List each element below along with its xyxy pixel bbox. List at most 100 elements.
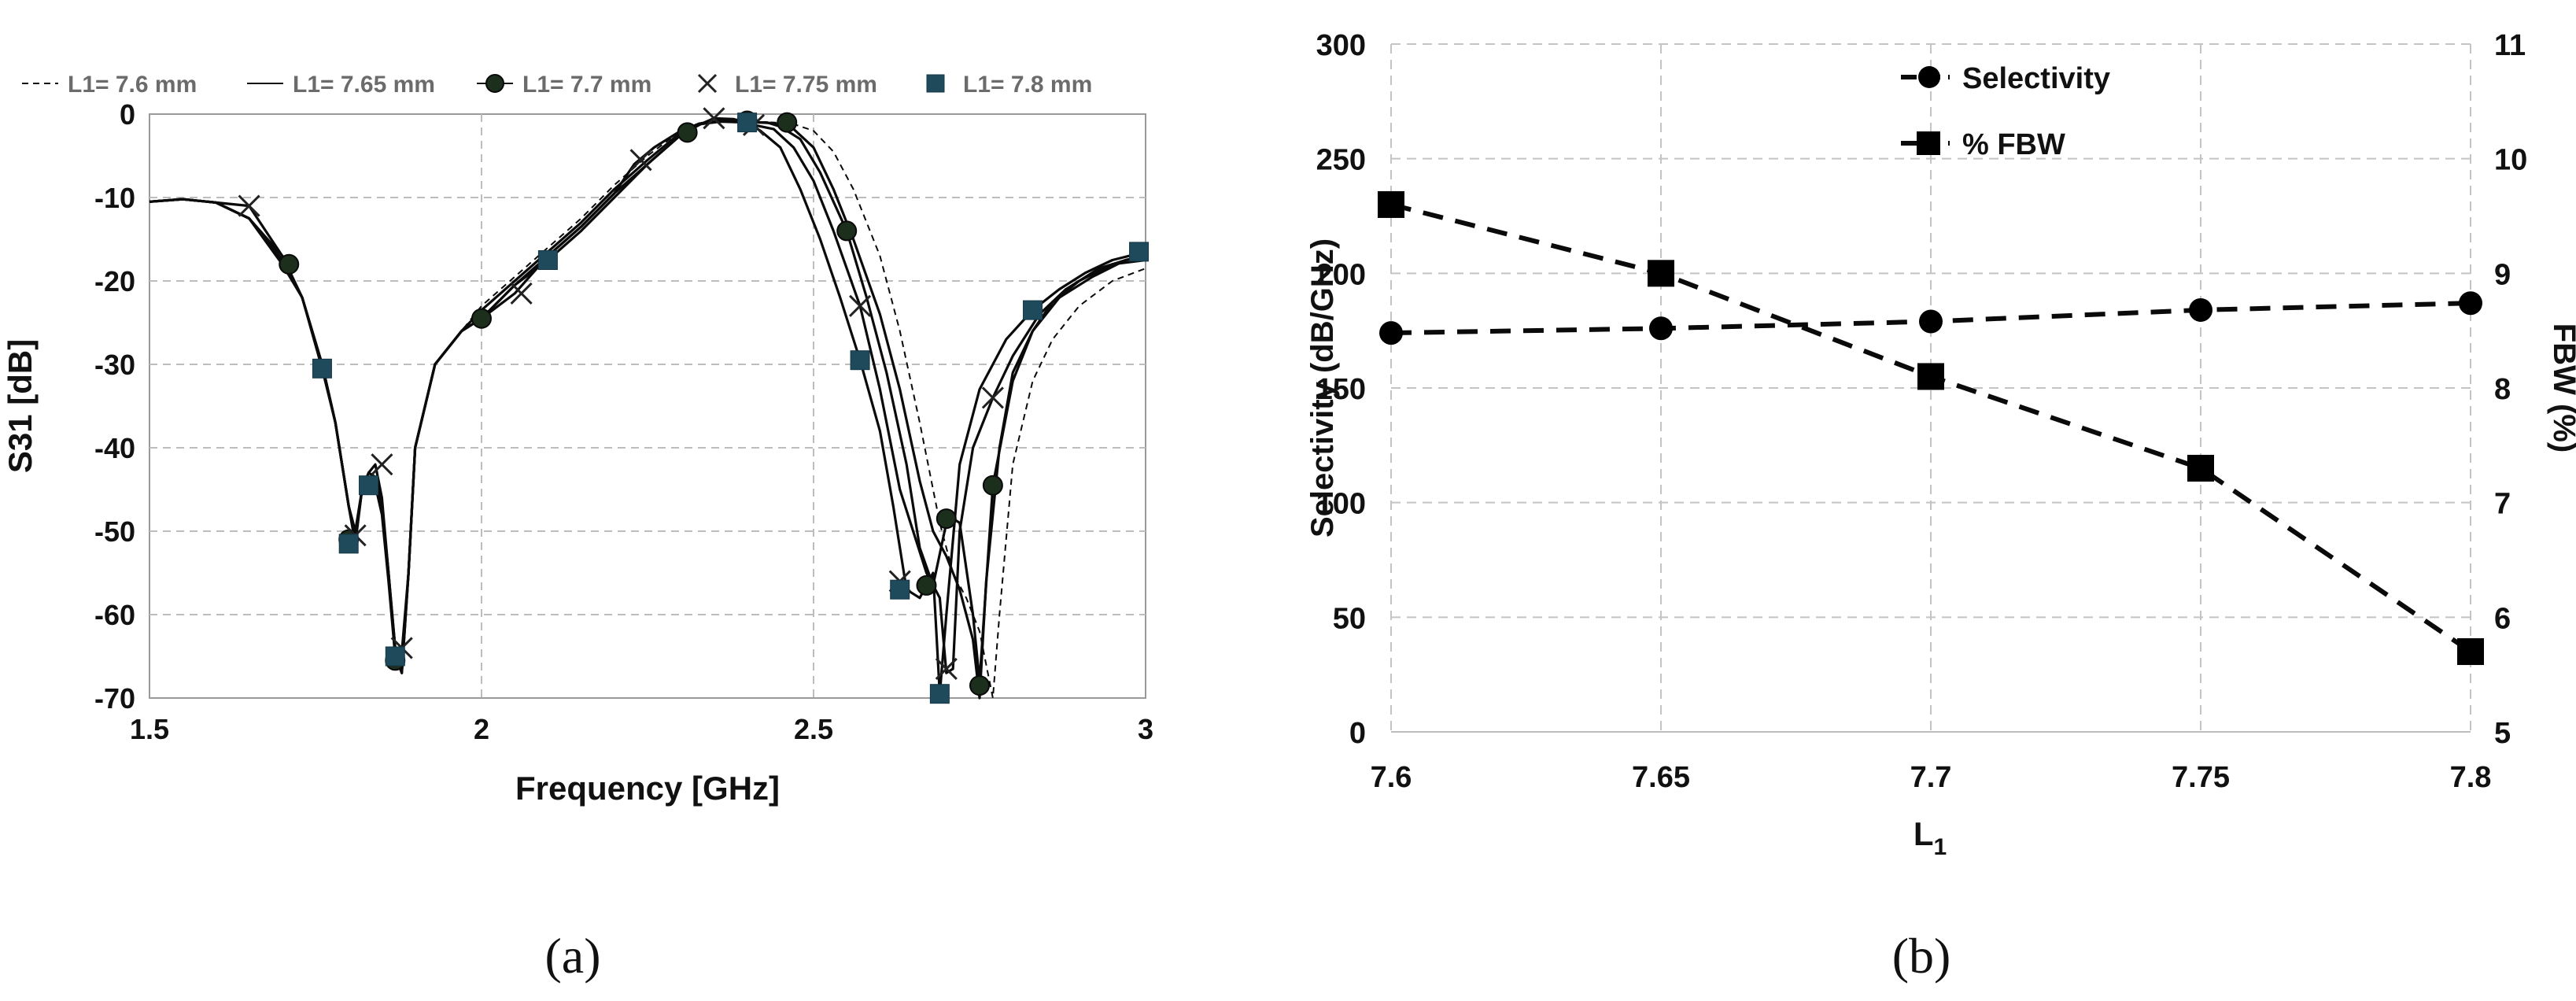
b-point-s0-2 (1919, 309, 1943, 334)
b-y2tick-label-6: 11 (2494, 29, 2526, 62)
a-marker-s3-6 (703, 107, 725, 130)
b-xtick-label-1: 7.65 (1632, 761, 1690, 794)
a-legend-item-3: L1= 7.75 mm (697, 72, 877, 98)
a-legend-label-2: L1= 7.7 mm (522, 72, 651, 98)
grid-b (1390, 43, 2471, 733)
a-marker-s3-4-stroke-2 (510, 282, 533, 305)
a-marker-s4-9 (1023, 300, 1043, 320)
panel-b: 0 50 100 150 200 250 300 5 6 7 8 9 10 11 7.6 7.65 7.7 7.7… (1305, 29, 2576, 984)
a-ytick-label-1: -10 (94, 182, 135, 214)
b-point-s0-1 (1649, 316, 1673, 341)
a-xtick-label-2: 2.5 (794, 713, 833, 745)
a-marker-s3-2 (371, 453, 393, 476)
b-y2tick-label-4: 9 (2494, 258, 2511, 291)
a-marker-s4-0 (312, 358, 332, 379)
a-legend-marker-3-stroke-2 (697, 73, 718, 94)
y2-axis-title-b: FBW (%) (2547, 323, 2576, 452)
a-marker-s2-10 (969, 675, 990, 696)
b-point-s1-4 (2457, 638, 2484, 666)
a-marker-s3-6-stroke-2 (703, 107, 725, 130)
a-ytick-label-7: -70 (94, 682, 135, 715)
a-legend-item-0: L1= 7.6 mm (22, 72, 197, 98)
a-marker-s3-8-stroke-2 (849, 294, 872, 317)
a-legend-label-1: L1= 7.65 mm (293, 72, 435, 98)
b-y2tick-label-1: 6 (2494, 602, 2511, 635)
b-legend-item-1: % FBW (1901, 128, 2065, 161)
a-ytick-label-2: -20 (94, 265, 135, 297)
x-axis-title-b: L1 (1914, 815, 1947, 860)
x-axis-title-main-b: L (1914, 815, 1934, 852)
a-xtick-label-1: 2 (474, 713, 489, 745)
plot-area-a (149, 113, 1146, 699)
b-point-s0-0 (1379, 321, 1403, 345)
a-marker-s4-3 (385, 646, 405, 667)
b-ytick-label-6: 300 (1316, 29, 1366, 62)
legend-b: Selectivity % FBW (1901, 62, 2110, 161)
b-point-s0-3 (2189, 297, 2212, 322)
a-marker-s3-10 (935, 657, 958, 680)
x-axis-title-a: Frequency [GHz] (515, 770, 780, 807)
legend-a: L1= 7.6 mm L1= 7.65 mm L1= 7.7 mm L1= 7.75 … (22, 72, 1092, 98)
series-markers-b (1378, 190, 2484, 666)
a-marker-s4-1 (338, 534, 359, 554)
a-xtick-label-0: 1.5 (130, 713, 169, 745)
b-point-s1-3 (2187, 454, 2214, 482)
a-marker-s3-10-stroke-2 (935, 657, 958, 680)
a-marker-s2-9 (936, 508, 957, 530)
a-ytick-label-3: -30 (94, 349, 135, 381)
a-legend-marker-3 (697, 73, 718, 94)
y-axis-title-a: S31 [dB] (2, 339, 39, 473)
b-xtick-label-2: 7.7 (1910, 761, 1952, 794)
a-marker-s3-0 (238, 194, 260, 217)
a-marker-s4-10 (1129, 242, 1150, 262)
a-ytick-label-6: -60 (94, 599, 135, 631)
b-y2tick-label-3: 8 (2494, 373, 2511, 406)
a-marker-s2-6 (777, 112, 798, 133)
b-xtick-label-4: 7.8 (2450, 761, 2492, 794)
a-ytick-label-5: -50 (94, 515, 135, 548)
b-legend-label-0: Selectivity (1962, 62, 2110, 95)
a-marker-s3-4 (510, 282, 533, 305)
b-y2tick-label-5: 10 (2494, 144, 2527, 177)
b-legend-marker-0 (1918, 66, 1940, 88)
a-marker-s4-6 (850, 350, 870, 371)
a-marker-s4-8 (929, 684, 950, 704)
a-legend-item-2: L1= 7.7 mm (477, 72, 651, 98)
a-ytick-label-4: -40 (94, 432, 135, 464)
a-marker-s3-2-stroke-2 (371, 453, 393, 476)
b-legend-marker-1 (1917, 131, 1940, 155)
a-xtick-label-3: 3 (1138, 713, 1153, 745)
b-ytick-label-4: 200 (1316, 258, 1366, 291)
a-series-line-4 (149, 120, 1146, 696)
b-point-s0-4 (2459, 291, 2482, 316)
a-marker-s2-7 (836, 220, 858, 242)
b-ytick-label-1: 50 (1333, 602, 1366, 635)
b-point-s1-0 (1378, 190, 1404, 218)
a-legend-label-4: L1= 7.8 mm (963, 72, 1092, 98)
panel-label-b: (b) (1892, 928, 1951, 984)
x-axis-title-sub-b: 1 (1933, 834, 1947, 860)
a-marker-s2-11 (982, 475, 1003, 496)
b-y2tick-label-0: 5 (2494, 717, 2511, 750)
a-legend-label-0: L1= 7.6 mm (68, 72, 197, 98)
b-point-s1-1 (1648, 260, 1674, 287)
a-legend-marker-4 (926, 74, 945, 93)
a-legend-item-4: L1= 7.8 mm (926, 72, 1092, 98)
a-marker-s2-3 (471, 308, 492, 329)
a-marker-s3-5 (629, 149, 652, 172)
a-marker-s4-5 (737, 113, 758, 133)
a-marker-s4-4 (537, 250, 558, 270)
a-legend-label-3: L1= 7.75 mm (735, 72, 877, 98)
b-ytick-label-0: 0 (1349, 717, 1366, 750)
b-legend-label-1: % FBW (1962, 128, 2065, 161)
a-legend-marker-2 (485, 74, 504, 93)
a-marker-s3-8 (849, 294, 872, 317)
b-ytick-label-2: 100 (1316, 488, 1366, 521)
a-marker-s2-0 (279, 253, 300, 275)
b-ytick-label-5: 250 (1316, 144, 1366, 177)
b-xtick-label-0: 7.6 (1371, 761, 1412, 794)
b-legend-item-0: Selectivity (1901, 62, 2110, 95)
y-axis-title-b: Selectivity (dB/GHz) (1305, 238, 1340, 537)
b-y2tick-label-2: 7 (2494, 488, 2511, 521)
